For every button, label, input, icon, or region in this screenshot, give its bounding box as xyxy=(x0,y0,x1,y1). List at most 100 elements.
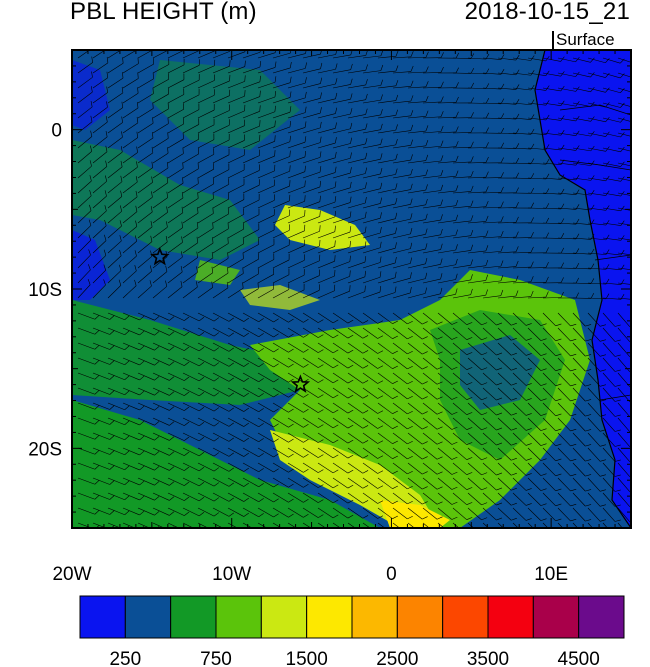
wind-barb xyxy=(122,417,140,426)
wind-barb xyxy=(437,492,453,505)
wind-barb xyxy=(617,522,623,528)
wind-barb xyxy=(167,94,184,104)
wind-barb-flag xyxy=(213,347,220,352)
wind-barb xyxy=(467,235,486,239)
wind-barb-flag xyxy=(364,270,366,277)
wind-barb xyxy=(197,109,215,119)
wind-barb-flag xyxy=(436,486,443,490)
wind-barb xyxy=(617,327,630,342)
wind-barb-flag xyxy=(377,470,384,474)
wind-barb-flag xyxy=(440,125,444,132)
wind-barb-flag xyxy=(541,534,547,536)
wind-barb-flag xyxy=(228,467,235,472)
wind-barb-flag xyxy=(243,452,249,457)
wind-barb xyxy=(437,249,456,254)
wind-barb xyxy=(92,210,107,224)
wind-barb xyxy=(152,108,169,119)
wind-barb xyxy=(92,284,106,299)
wind-barb xyxy=(452,357,467,370)
wind-barb-flag xyxy=(244,75,246,82)
wind-barb-flag xyxy=(320,92,322,99)
wind-barb-flag xyxy=(422,411,428,415)
wind-barb-flag xyxy=(91,71,93,78)
wind-barb-flag xyxy=(392,380,398,384)
wind-barb-flag xyxy=(258,348,264,353)
wind-barb xyxy=(407,507,423,520)
wind-barb-flag xyxy=(199,332,205,337)
wind-barb-flag xyxy=(555,368,562,372)
wind-barb xyxy=(467,372,482,386)
wind-barb-flag xyxy=(288,529,293,532)
wind-barb xyxy=(572,327,586,342)
wind-barb-flag xyxy=(332,334,339,339)
wind-barb xyxy=(422,190,441,194)
wind-barb xyxy=(467,176,486,179)
wind-barb-flag xyxy=(196,251,198,258)
wind-barb xyxy=(257,214,275,224)
wind-barb xyxy=(257,96,276,104)
wind-barb-flag xyxy=(500,142,505,149)
wind-barb xyxy=(512,417,527,431)
wind-barb xyxy=(137,372,155,381)
wind-barb xyxy=(572,267,591,270)
wind-barb-flag xyxy=(362,380,369,384)
wind-barb-flag xyxy=(451,456,458,460)
wind-barb xyxy=(617,147,631,152)
wind-barb-flag xyxy=(451,471,458,475)
wind-barb xyxy=(212,80,230,89)
wind-barb xyxy=(227,51,246,59)
wind-barb-flag xyxy=(511,367,517,371)
wind-barb-flag xyxy=(525,443,532,446)
wind-barb xyxy=(557,132,576,136)
wind-barb xyxy=(197,462,215,472)
wind-barb-flag xyxy=(600,399,606,402)
wind-barb xyxy=(512,177,532,179)
wind-barb xyxy=(272,171,290,179)
wind-barb-flag xyxy=(258,453,264,458)
wind-barb xyxy=(542,72,561,77)
wind-barb xyxy=(212,228,229,239)
wind-barb-flag xyxy=(243,377,249,382)
wind-barb-flag xyxy=(319,121,322,128)
wind-barb-flag xyxy=(377,380,384,384)
wind-barb xyxy=(557,402,571,417)
wind-barb xyxy=(197,372,215,382)
wind-barb xyxy=(347,99,366,104)
wind-barb-flag xyxy=(347,514,354,519)
wind-barb xyxy=(242,372,259,383)
wind-barb-flag xyxy=(380,79,384,86)
wind-barb-flag xyxy=(380,123,383,130)
wind-barb xyxy=(467,462,482,476)
wind-barb xyxy=(107,462,125,471)
wind-barb-flag xyxy=(585,429,592,432)
wind-barb xyxy=(377,174,396,179)
wind-barb xyxy=(392,145,411,149)
wind-barb-flag xyxy=(407,426,413,430)
wind-barb-flag xyxy=(451,486,458,490)
wind-barb-flag xyxy=(545,217,550,224)
wind-barb xyxy=(242,96,260,104)
wind-barb-flag xyxy=(394,256,397,264)
wind-barb xyxy=(122,107,139,119)
wind-barb-flag xyxy=(530,217,534,223)
wind-barb xyxy=(107,151,123,164)
wind-barb xyxy=(332,342,349,354)
wind-barb-flag xyxy=(605,190,610,196)
wind-barb xyxy=(122,462,140,471)
wind-barb xyxy=(557,57,576,63)
wind-barb xyxy=(392,492,408,505)
wind-barb-flag xyxy=(455,244,458,251)
wind-barb xyxy=(242,170,260,179)
wind-barb xyxy=(497,447,512,461)
wind-barb-flag xyxy=(525,323,532,326)
wind-barb-flag xyxy=(511,352,517,356)
wind-barb-flag xyxy=(228,362,235,367)
wind-barb-flag xyxy=(481,472,488,476)
wind-barb-flag xyxy=(555,398,562,402)
wind-barb xyxy=(257,372,274,383)
wind-barb xyxy=(122,312,140,321)
wind-barb-flag xyxy=(422,532,427,535)
wind-barb-flag xyxy=(470,126,474,133)
wind-barb-flag xyxy=(440,81,444,88)
wind-barb-flag xyxy=(228,347,235,352)
